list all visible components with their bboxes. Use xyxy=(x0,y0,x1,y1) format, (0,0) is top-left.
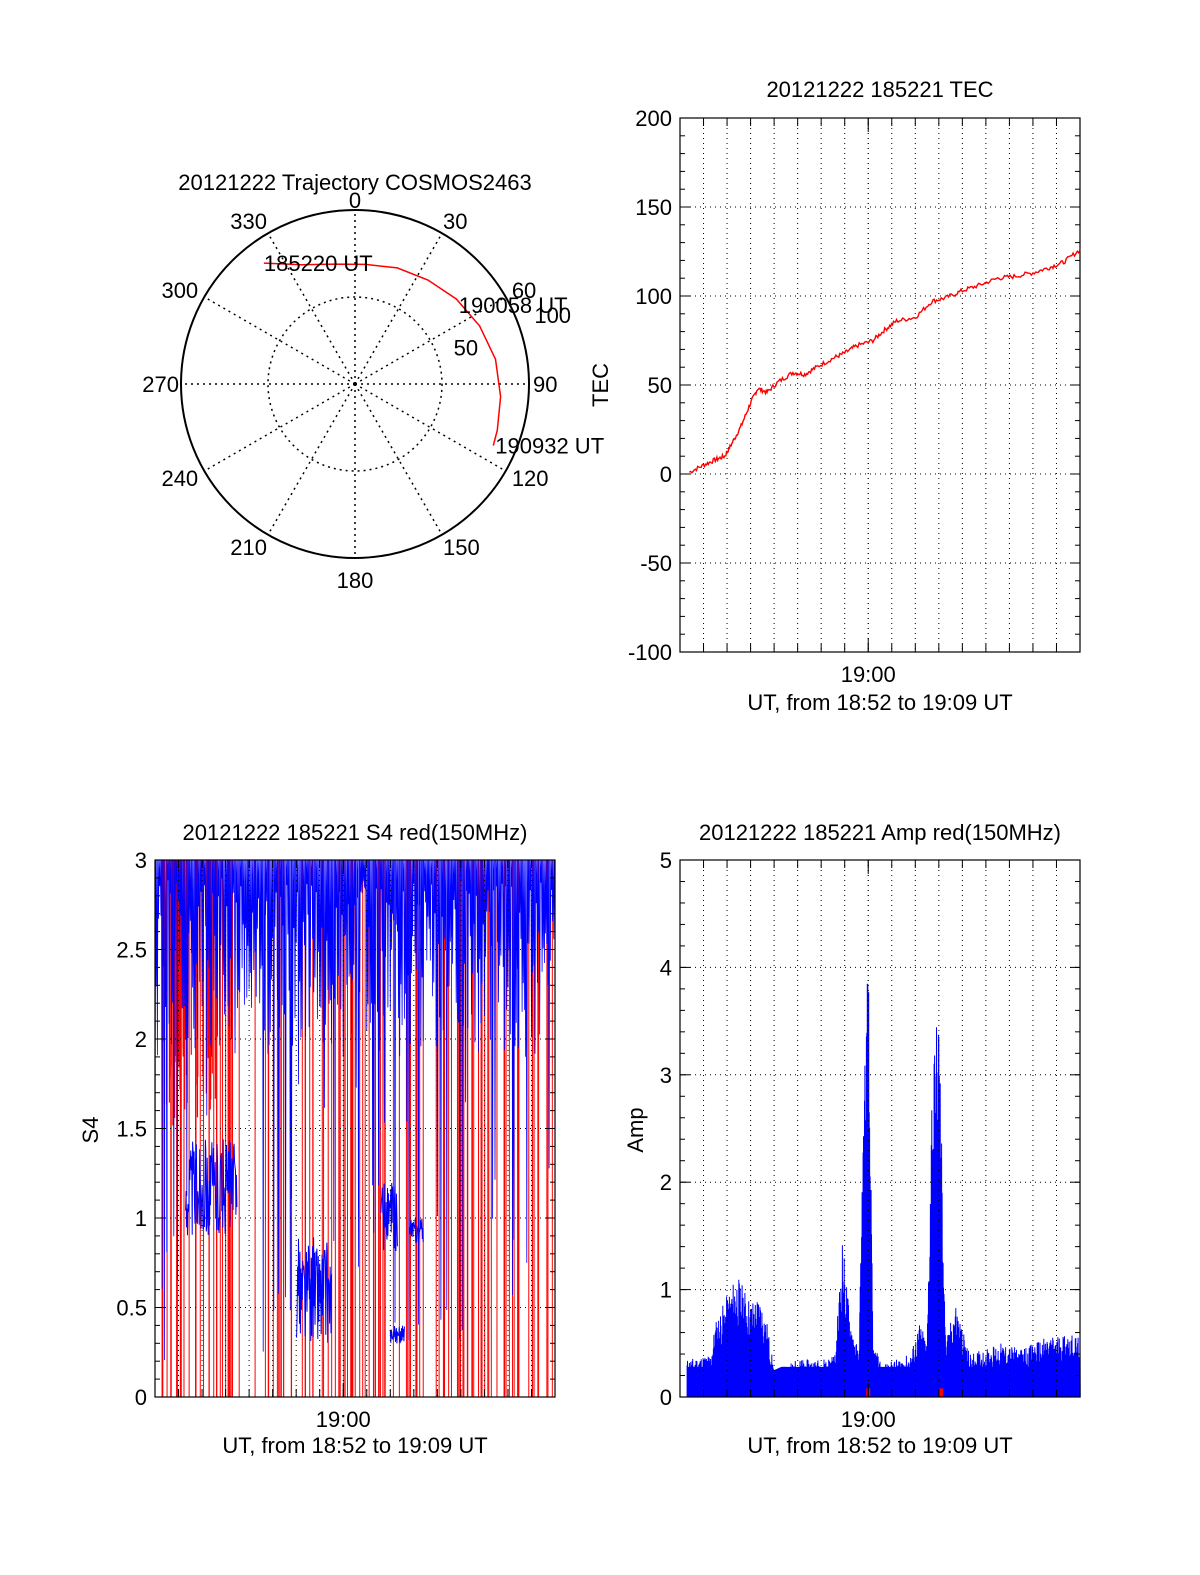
polar-angle-label: 150 xyxy=(443,535,480,560)
s4-series-clip xyxy=(155,860,555,1397)
trajectory-time-label: 190058 UT xyxy=(459,293,568,318)
polar-spoke xyxy=(354,383,443,536)
s4-frame xyxy=(154,859,556,1398)
amp-xlabel: UT, from 18:52 to 19:09 UT xyxy=(747,1433,1012,1458)
trajectory-title: 20121222 Trajectory COSMOS2463 xyxy=(178,170,531,195)
s4-ytick-label: 0 xyxy=(135,1385,147,1410)
trajectory-track-line xyxy=(263,262,502,446)
tec-frame xyxy=(679,117,1081,653)
polar-radius-label: 100 xyxy=(534,303,571,328)
polar-angle-label: 270 xyxy=(142,372,179,397)
tec-title: 20121222 185221 TEC xyxy=(766,77,993,102)
s4-axes: 3 2.5 2 1.5 1 0.5 0 19:00 xyxy=(116,848,556,1432)
tec-ytick-label: -100 xyxy=(628,640,672,665)
tec-ylabel: TEC xyxy=(588,363,613,407)
tec-ytick-label: 150 xyxy=(635,195,672,220)
amp-ytick-label: 5 xyxy=(660,848,672,873)
polar-spoke xyxy=(267,383,356,536)
tec-ytick-label: -50 xyxy=(640,551,672,576)
s4-ytick-label: 2 xyxy=(135,1027,147,1052)
polar-angle-label: 330 xyxy=(230,209,267,234)
s4-blue-cluster xyxy=(389,1325,405,1344)
amp-signal-base xyxy=(687,1366,1080,1397)
trajectory-time-label: 190932 UT xyxy=(495,434,604,459)
polar-spoke xyxy=(354,232,443,385)
amp-plot: 20121222 185221 Amp red(150MHz) 5 4 3 2 1 0 19… xyxy=(623,820,1081,1458)
tec-ytick-label: 50 xyxy=(648,373,672,398)
polar-angle-label: 30 xyxy=(443,209,467,234)
polar-spoke xyxy=(354,296,507,385)
polar-outer-ring xyxy=(180,209,530,559)
s4-blue-cluster xyxy=(295,1237,332,1343)
trajectory-polar-plot: 20121222 Trajectory COSMOS2463 185220 UT… xyxy=(142,170,604,593)
polar-angle-label: 90 xyxy=(533,372,557,397)
tec-ytick-label: 200 xyxy=(635,106,672,131)
s4-ytick-label: 0.5 xyxy=(116,1296,147,1321)
polar-spoke xyxy=(203,296,356,385)
s4-series xyxy=(155,860,555,1397)
amp-signal xyxy=(686,983,1081,1398)
polar-angle-label: 120 xyxy=(512,466,549,491)
amp-title: 20121222 185221 Amp red(150MHz) xyxy=(699,820,1061,845)
amp-ytick-label: 2 xyxy=(660,1170,672,1195)
s4-ytick-label: 1.5 xyxy=(116,1117,147,1142)
polar-angle-label: 60 xyxy=(512,278,536,303)
amp-ylabel: Amp xyxy=(623,1107,648,1152)
polar-spoke xyxy=(354,383,507,472)
amp-ytick-label: 1 xyxy=(660,1278,672,1303)
s4-ytick-label: 1 xyxy=(135,1206,147,1231)
amp-red-mark xyxy=(939,1388,944,1397)
polar-angle-label: 0 xyxy=(349,188,361,213)
amp-ytick-label: 0 xyxy=(660,1385,672,1410)
polar-labels: 0 30 60 90 120 150 180 210 240 270 300 330 50 100 xyxy=(142,188,571,593)
polar-spoke xyxy=(203,383,356,472)
amp-frame xyxy=(679,859,1081,1398)
amp-series xyxy=(686,983,1081,1398)
s4-xtick-label: 19:00 xyxy=(316,1407,371,1432)
s4-blue-cluster xyxy=(409,1218,424,1244)
polar-ring-50 xyxy=(267,296,443,472)
tec-plot: 20121222 185221 TEC 200 150 100 50 0 -50 -100 1… xyxy=(588,77,1081,715)
s4-ytick-label: 3 xyxy=(135,848,147,873)
s4-plot: 20121222 185221 S4 red(150MHz) 3 2.5 2 1.5 1… xyxy=(78,820,556,1458)
polar-grid xyxy=(180,209,530,559)
tec-ytick-label: 0 xyxy=(660,462,672,487)
polar-radius-label: 50 xyxy=(454,335,478,360)
tec-xlabel: UT, from 18:52 to 19:09 UT xyxy=(747,690,1012,715)
s4-xlabel: UT, from 18:52 to 19:09 UT xyxy=(222,1433,487,1458)
s4-blue-trace xyxy=(155,860,555,1361)
amp-xtick-label: 19:00 xyxy=(841,1407,896,1432)
polar-angle-label: 300 xyxy=(161,278,198,303)
amp-ytick-label: 3 xyxy=(660,1063,672,1088)
polar-angle-label: 240 xyxy=(161,466,198,491)
s4-title: 20121222 185221 S4 red(150MHz) xyxy=(183,820,528,845)
trajectory-time-label: 185220 UT xyxy=(264,251,373,276)
s4-blue-cluster xyxy=(380,1182,398,1252)
tec-line xyxy=(688,249,1081,474)
s4-blue-cluster xyxy=(185,1139,238,1236)
s4-ytick-label: 2.5 xyxy=(116,938,147,963)
tec-axes: 200 150 100 50 0 -50 -100 19:00 xyxy=(628,106,1081,687)
amp-axes: 5 4 3 2 1 0 19:00 xyxy=(660,848,1081,1432)
polar-angle-label: 180 xyxy=(337,568,374,593)
amp-ytick-label: 4 xyxy=(660,955,672,980)
tec-ytick-label: 100 xyxy=(635,284,672,309)
tec-series xyxy=(688,249,1081,474)
tec-xtick-label: 19:00 xyxy=(841,662,896,687)
s4-ylabel: S4 xyxy=(78,1117,103,1144)
polar-track: 185220 UT 190058 UT 190932 UT xyxy=(263,251,604,459)
polar-spoke xyxy=(267,232,356,385)
polar-angle-label: 210 xyxy=(230,535,267,560)
